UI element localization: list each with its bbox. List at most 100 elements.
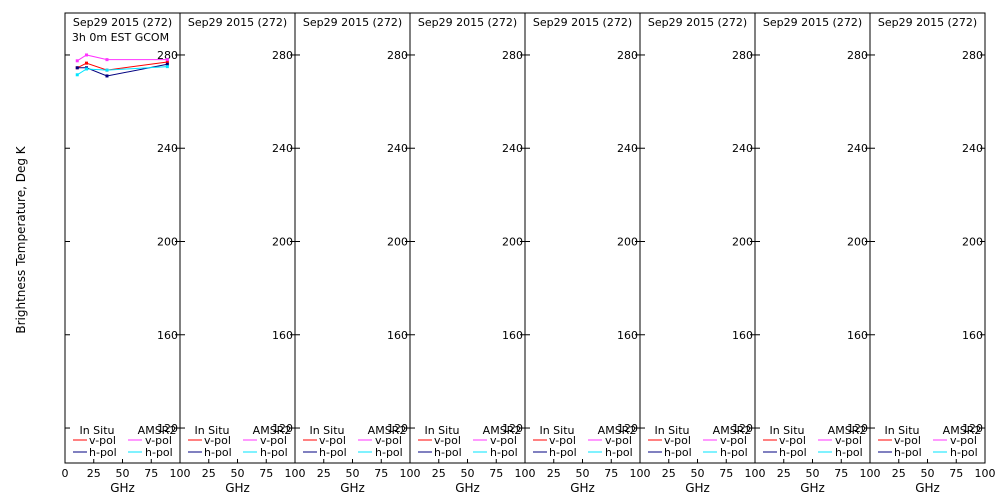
series-line-insitu_v bbox=[77, 61, 168, 71]
y-tick-label: 240 bbox=[272, 142, 293, 155]
y-tick-label: 240 bbox=[157, 142, 178, 155]
y-tick-label: 120 bbox=[732, 422, 753, 435]
data-point-amsr2_h bbox=[105, 68, 109, 72]
legend-label-amsr2_v: v-pol bbox=[950, 434, 977, 447]
legend-label-insitu_h: h-pol bbox=[434, 446, 462, 459]
data-point-amsr2_h bbox=[165, 65, 169, 69]
data-point-insitu_h bbox=[75, 66, 79, 70]
legend-label-insitu_h: h-pol bbox=[664, 446, 692, 459]
legend-amsr2-title: AMSR2 bbox=[483, 424, 522, 437]
data-point-amsr2_h bbox=[85, 67, 89, 71]
legend-insitu-title: In Situ bbox=[884, 424, 919, 437]
y-tick-label: 240 bbox=[387, 142, 408, 155]
y-tick-label: 200 bbox=[387, 235, 408, 248]
x-tick-label: 25 bbox=[547, 467, 561, 480]
series-line-insitu_h bbox=[77, 63, 168, 77]
y-tick-label: 280 bbox=[272, 49, 293, 62]
panel-date-label: Sep29 2015 (272) bbox=[533, 16, 632, 29]
y-tick-label: 160 bbox=[617, 329, 638, 342]
x-axis-title: GHz bbox=[570, 481, 595, 495]
x-axis-title: GHz bbox=[455, 481, 480, 495]
series-line-amsr2_v bbox=[76, 54, 168, 62]
x-tick-label: 25 bbox=[892, 467, 906, 480]
panel-5: Sep29 2015 (272) 120 160 200 240 280 25 50 75 100… bbox=[524, 12, 651, 495]
panel-4: Sep29 2015 (272) 120 160 200 240 280 25 50 75 100… bbox=[409, 12, 536, 495]
legend-label-insitu_h: h-pol bbox=[319, 446, 347, 459]
x-axis-title: GHz bbox=[340, 481, 365, 495]
x-tick-label: 100 bbox=[860, 467, 881, 480]
x-tick-label: 75 bbox=[259, 467, 273, 480]
legend-amsr2-title: AMSR2 bbox=[138, 424, 177, 437]
x-tick-label: 50 bbox=[461, 467, 475, 480]
legend-insitu-title: In Situ bbox=[654, 424, 689, 437]
legend-label-amsr2_h: h-pol bbox=[260, 446, 288, 459]
data-point-amsr2_v bbox=[105, 58, 109, 62]
data-point-amsr2_v bbox=[85, 53, 89, 57]
legend-label-amsr2_v: v-pol bbox=[490, 434, 517, 447]
x-tick-label: 50 bbox=[231, 467, 245, 480]
panel-2: Sep29 2015 (272) 120 160 200 240 280 25 50 75 100… bbox=[179, 12, 306, 495]
x-tick-label: 75 bbox=[604, 467, 618, 480]
legend-label-insitu_h: h-pol bbox=[549, 446, 577, 459]
y-tick-label: 280 bbox=[962, 49, 983, 62]
legend-insitu-title: In Situ bbox=[424, 424, 459, 437]
y-tick-label: 240 bbox=[732, 142, 753, 155]
x-tick-label: 25 bbox=[432, 467, 446, 480]
legend-amsr2-title: AMSR2 bbox=[253, 424, 292, 437]
legend-label-insitu_v: v-pol bbox=[319, 434, 346, 447]
x-tick-label: 0 bbox=[62, 467, 69, 480]
panel-3: Sep29 2015 (272) 120 160 200 240 280 25 50 75 100… bbox=[294, 12, 421, 495]
y-tick-label: 280 bbox=[502, 49, 523, 62]
legend-label-insitu_h: h-pol bbox=[89, 446, 117, 459]
legend-label-amsr2_h: h-pol bbox=[605, 446, 633, 459]
data-point-insitu_v bbox=[165, 60, 169, 64]
x-axis-title: GHz bbox=[110, 481, 135, 495]
data-point-amsr2_h bbox=[75, 73, 79, 77]
x-tick-label: 75 bbox=[374, 467, 388, 480]
panel-date-label: Sep29 2015 (272) bbox=[188, 16, 287, 29]
y-tick-label: 280 bbox=[847, 49, 868, 62]
x-tick-label: 25 bbox=[317, 467, 331, 480]
x-tick-label: 100 bbox=[630, 467, 651, 480]
y-tick-label: 120 bbox=[272, 422, 293, 435]
x-axis-title: GHz bbox=[225, 481, 250, 495]
y-tick-label: 200 bbox=[272, 235, 293, 248]
x-tick-label: 75 bbox=[489, 467, 503, 480]
legend-label-amsr2_h: h-pol bbox=[375, 446, 403, 459]
y-tick-label: 160 bbox=[157, 329, 178, 342]
x-tick-label: 50 bbox=[576, 467, 590, 480]
series-line-amsr2_h bbox=[76, 66, 168, 76]
panel-date-label: Sep29 2015 (272) bbox=[73, 16, 172, 29]
legend-label-insitu_v: v-pol bbox=[894, 434, 921, 447]
legend-label-insitu_h: h-pol bbox=[204, 446, 232, 459]
panel-date-label: Sep29 2015 (272) bbox=[303, 16, 402, 29]
panel-8: Sep29 2015 (272) 120 160 200 240 280 25 50 75 100… bbox=[869, 12, 996, 495]
x-tick-label: 50 bbox=[691, 467, 705, 480]
x-tick-label: 50 bbox=[346, 467, 360, 480]
y-tick-label: 120 bbox=[157, 422, 178, 435]
legend-amsr2-title: AMSR2 bbox=[828, 424, 867, 437]
legend-label-amsr2_v: v-pol bbox=[375, 434, 402, 447]
x-tick-label: 50 bbox=[806, 467, 820, 480]
x-tick-label: 25 bbox=[202, 467, 216, 480]
y-tick-label: 120 bbox=[502, 422, 523, 435]
legend-label-insitu_v: v-pol bbox=[89, 434, 116, 447]
y-tick-label: 160 bbox=[732, 329, 753, 342]
data-point-amsr2_v bbox=[75, 59, 79, 63]
y-tick-label: 160 bbox=[847, 329, 868, 342]
legend-label-insitu_h: h-pol bbox=[894, 446, 922, 459]
y-tick-label: 200 bbox=[157, 235, 178, 248]
legend-amsr2-title: AMSR2 bbox=[713, 424, 752, 437]
legend-insitu-title: In Situ bbox=[769, 424, 804, 437]
y-tick-label: 200 bbox=[847, 235, 868, 248]
y-tick-label: 280 bbox=[617, 49, 638, 62]
legend-label-amsr2_h: h-pol bbox=[835, 446, 863, 459]
legend-insitu-title: In Situ bbox=[194, 424, 229, 437]
panel-7: Sep29 2015 (272) 120 160 200 240 280 25 50 75 100… bbox=[754, 12, 881, 495]
legend-label-amsr2_v: v-pol bbox=[605, 434, 632, 447]
legend-label-insitu_v: v-pol bbox=[664, 434, 691, 447]
panel-date-label: Sep29 2015 (272) bbox=[763, 16, 862, 29]
y-tick-label: 200 bbox=[617, 235, 638, 248]
y-tick-label: 280 bbox=[157, 49, 178, 62]
